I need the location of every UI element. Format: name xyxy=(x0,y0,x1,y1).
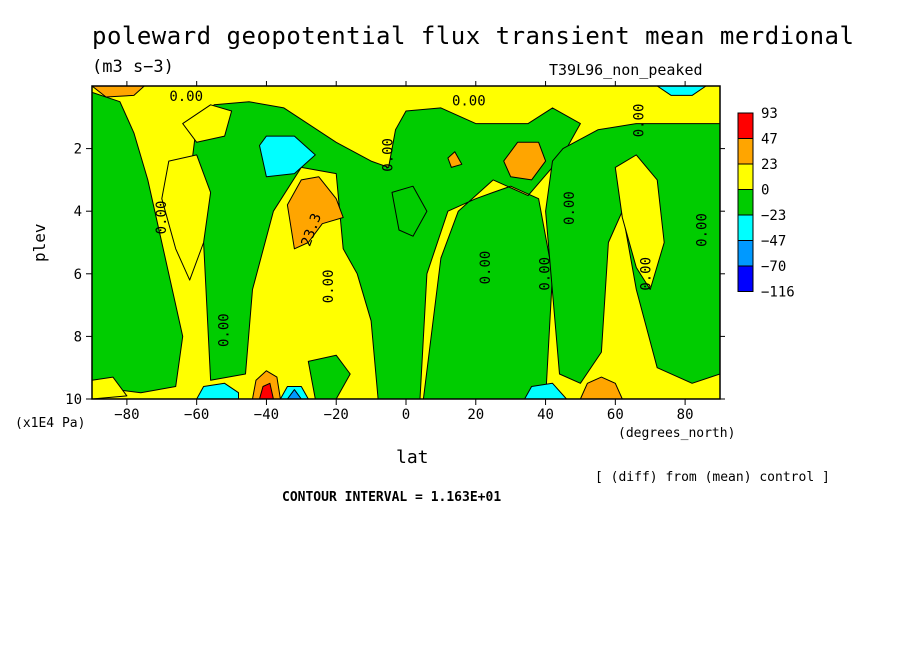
colorbar-swatch-2 xyxy=(737,163,754,190)
x-tick-label: −80 xyxy=(114,407,139,423)
colorbar-swatch-6 xyxy=(737,265,754,292)
contour-region-8 xyxy=(182,104,233,143)
x-axis-label: lat xyxy=(396,447,429,468)
colorbar: 93 47 23 0 −23 −47 −70 −116 xyxy=(737,106,795,301)
contour-fill-regions xyxy=(92,86,720,399)
contour-region-21 xyxy=(656,86,707,96)
colorbar-label-2: 23 xyxy=(761,157,778,173)
contour-region-10 xyxy=(503,141,547,181)
contour-region-18 xyxy=(196,382,239,399)
contour-region-1 xyxy=(189,101,581,399)
colorbar-label-1: 47 xyxy=(761,132,778,148)
contour-region-15 xyxy=(579,376,623,399)
contour-interval-label: CONTOUR INTERVAL = 1.163E+01 xyxy=(282,490,502,505)
contour-label-5: 0.00 xyxy=(538,257,554,291)
contour-region-12 xyxy=(92,86,145,98)
x-tick-label: 60 xyxy=(607,407,624,423)
contour-label-0: 0.00 xyxy=(154,201,170,235)
colorbar-label-6: −70 xyxy=(761,259,786,275)
contour-label-8: 0.00 xyxy=(695,213,711,247)
colorbar-label-0: 93 xyxy=(761,106,778,122)
colorbar-swatch-1 xyxy=(737,138,754,165)
x-tick-label: −60 xyxy=(184,407,209,423)
colorbar-label-3: 0 xyxy=(761,183,769,199)
contour-region-9 xyxy=(286,176,344,250)
y-tick-label: 6 xyxy=(74,267,82,283)
chart-units: (m3 s−3) xyxy=(92,57,174,77)
contour-label-11: 0.00 xyxy=(452,94,486,110)
contour-region-6 xyxy=(614,154,665,290)
contour-region-7 xyxy=(92,376,128,399)
contour-region-11 xyxy=(447,151,463,168)
contour-region-22 xyxy=(286,389,302,399)
x-tick-label: 40 xyxy=(537,407,554,423)
x-axis-ticks: −80 −60 −40 −20 0 20 40 60 80 xyxy=(114,81,694,423)
contour-label-2: 0.00 xyxy=(321,269,337,303)
x-tick-label: 20 xyxy=(467,407,484,423)
x-tick-label: 80 xyxy=(677,407,694,423)
contour-region-3 xyxy=(391,185,428,237)
x-axis-unit-label: (degrees_north) xyxy=(618,426,736,441)
colorbar-label-5: −47 xyxy=(761,234,786,250)
experiment-label: T39L96_non_peaked xyxy=(549,61,703,79)
contour-label-10: 0.00 xyxy=(169,89,203,105)
colorbar-swatch-4 xyxy=(737,214,754,241)
contour-region-4 xyxy=(307,354,351,399)
colorbar-swatch-3 xyxy=(737,189,754,216)
x-tick-label: −20 xyxy=(324,407,349,423)
contour-region-17 xyxy=(259,135,316,178)
contour-label-3: 0.00 xyxy=(381,138,397,172)
y-tick-label: 8 xyxy=(74,329,82,345)
contour-label-7: 0.00 xyxy=(639,257,655,291)
colorbar-label-4: −23 xyxy=(761,208,786,224)
contour-label-1: 0.00 xyxy=(217,313,233,347)
y-axis-unit-label: (x1E4 Pa) xyxy=(15,416,86,431)
y-tick-label: 4 xyxy=(74,204,82,220)
colorbar-swatch-5 xyxy=(737,240,754,267)
contour-label-4: 0.00 xyxy=(478,251,494,285)
difference-note: [ (diff) from (mean) control ] xyxy=(595,470,830,485)
colorbar-swatch-0 xyxy=(737,112,754,139)
colorbar-label-7: −116 xyxy=(761,285,795,301)
contour-region-16 xyxy=(259,382,274,399)
y-axis-ticks: 2 4 6 8 10 xyxy=(65,142,725,408)
y-tick-label: 10 xyxy=(65,392,82,408)
y-tick-label: 2 xyxy=(74,142,82,158)
x-tick-label: −40 xyxy=(254,407,279,423)
contour-label-9: 0.00 xyxy=(632,104,648,138)
contour-region-13 xyxy=(92,385,93,388)
contour-region-20 xyxy=(524,382,567,399)
x-tick-label: 0 xyxy=(402,407,410,423)
contour-label-6: 0.00 xyxy=(562,191,578,225)
contour-region-5 xyxy=(161,154,212,281)
chart-title: poleward geopotential flux transient mea… xyxy=(92,22,855,50)
